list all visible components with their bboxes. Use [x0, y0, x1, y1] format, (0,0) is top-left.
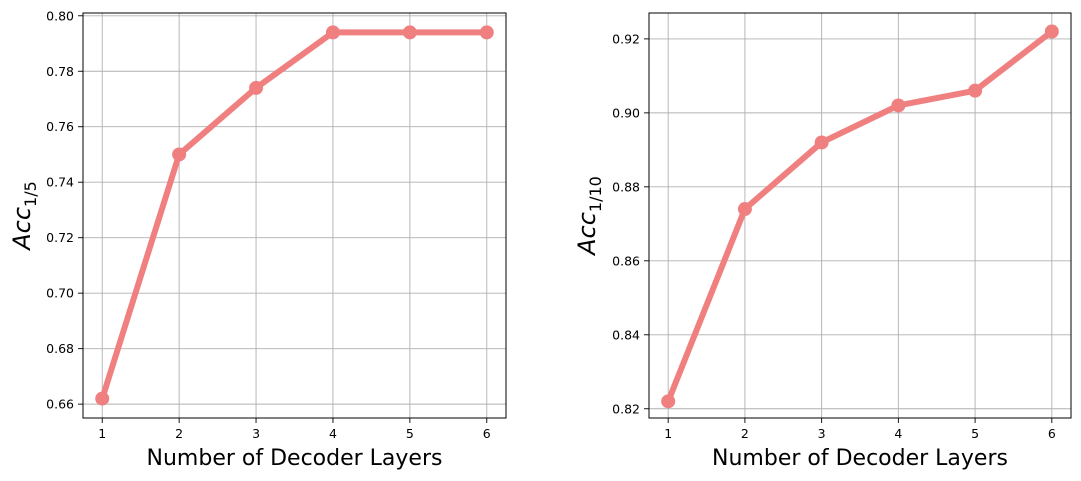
data-point	[402, 25, 417, 40]
x-axis-label: Number of Decoder Layers	[147, 446, 443, 471]
y-tick-label: 0.80	[46, 8, 74, 23]
x-tick-label: 4	[329, 426, 337, 441]
x-tick-label: 2	[175, 426, 183, 441]
y-axis-label-subscript: 1/10	[586, 176, 605, 212]
x-tick-label: 1	[664, 426, 672, 441]
x-tick-label: 1	[98, 426, 106, 441]
data-point	[737, 202, 752, 217]
data-point	[249, 80, 264, 95]
x-tick-label: 5	[406, 426, 414, 441]
grid-lines	[83, 13, 506, 418]
y-tick-label: 0.82	[612, 401, 640, 416]
y-axis-label-subscript: 1/5	[21, 181, 40, 207]
data-point	[479, 25, 494, 40]
x-tick-label: 6	[1048, 426, 1056, 441]
y-axis-label: Acc1/10	[573, 176, 605, 257]
x-tick-label: 3	[818, 426, 826, 441]
series-line	[661, 24, 1059, 409]
x-tick-label: 3	[252, 426, 260, 441]
data-point	[325, 25, 340, 40]
y-tick-label: 0.78	[46, 64, 74, 79]
grid-lines	[649, 13, 1071, 418]
x-tick-label: 6	[483, 426, 491, 441]
data-point	[968, 83, 983, 98]
chart-acc-1-10: 1 2 3 4 5 6 0.82 0.84 0.86 0.88 0.90 0.92 Number of…	[573, 12, 1072, 471]
y-axis-label: Acc1/5	[8, 181, 40, 252]
x-tick-label: 5	[971, 426, 979, 441]
data-point	[814, 135, 829, 150]
y-tick-label: 0.86	[612, 253, 640, 268]
data-point	[95, 391, 110, 406]
x-tick-label: 4	[894, 426, 902, 441]
plot-frame	[82, 12, 507, 419]
y-tick-label: 0.90	[612, 105, 640, 120]
plot-frame	[648, 12, 1072, 419]
y-axis-label-main: Acc	[573, 212, 601, 257]
y-tick-label: 0.88	[612, 179, 640, 194]
y-tick-label: 0.68	[46, 341, 74, 356]
series-polyline	[665, 28, 1055, 405]
x-axis-label: Number of Decoder Layers	[712, 446, 1008, 471]
y-tick-label: 0.72	[46, 230, 74, 245]
y-tick-label: 0.70	[46, 286, 74, 301]
y-tick-label: 0.66	[46, 397, 74, 412]
series-polyline	[99, 29, 490, 402]
x-tick-label: 2	[741, 426, 749, 441]
data-point	[172, 147, 187, 162]
data-point	[891, 98, 906, 113]
data-point	[1044, 24, 1059, 39]
chart-acc-1-5: 1 2 3 4 5 6 0.66 0.68 0.70 0.72 0.74 0.76 0.78 0.80 N…	[8, 8, 507, 471]
y-tick-label: 0.74	[46, 175, 74, 190]
y-tick-label: 0.92	[612, 31, 640, 46]
tick-labels: 1 2 3 4 5 6 0.66 0.68 0.70 0.72 0.74 0.76 0.78 0.80	[46, 8, 491, 441]
y-tick-label: 0.84	[612, 327, 640, 342]
y-tick-label: 0.76	[46, 119, 74, 134]
tick-labels: 1 2 3 4 5 6 0.82 0.84 0.86 0.88 0.90 0.92	[612, 31, 1056, 441]
y-axis-label-main: Acc	[8, 207, 36, 252]
series-line	[95, 25, 494, 406]
data-point	[661, 394, 676, 409]
